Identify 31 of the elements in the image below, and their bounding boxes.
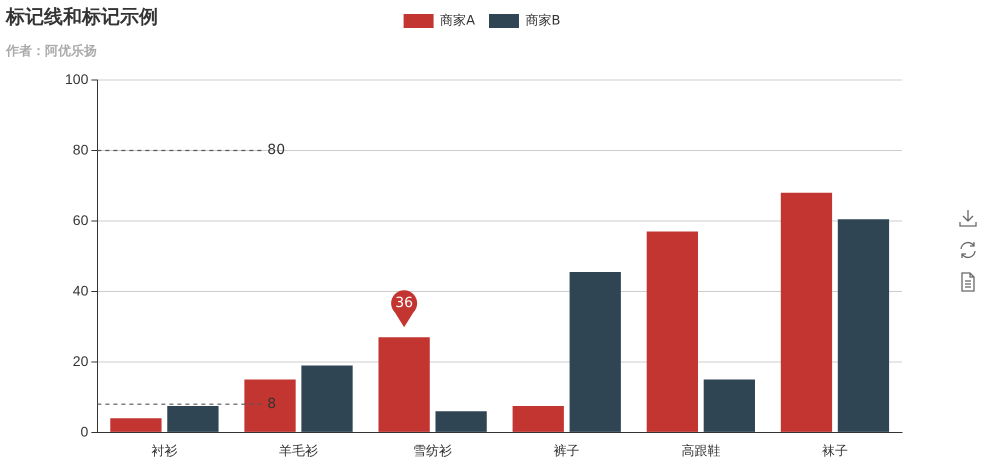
y-tick-label: 40	[72, 282, 89, 298]
legend-label: 商家B	[525, 12, 560, 28]
x-tick-label: 高跟鞋	[681, 442, 720, 458]
y-tick-label: 0	[80, 423, 89, 440]
annotation: 36	[395, 294, 414, 311]
bar	[780, 192, 832, 432]
x-tick-label: 衬衫	[151, 442, 178, 458]
bar	[110, 418, 162, 432]
legend-label: 商家A	[440, 12, 476, 28]
x-tick-label: 羊毛衫	[279, 442, 318, 458]
bar	[301, 365, 353, 432]
y-tick-label: 80	[72, 141, 89, 158]
y-tick-label: 20	[72, 352, 89, 369]
x-tick-label: 裤子	[554, 442, 580, 458]
ref-line-label: 80	[267, 142, 286, 158]
x-tick-label: 袜子	[822, 442, 848, 458]
bar	[512, 406, 564, 432]
bar	[435, 411, 487, 432]
bar	[646, 232, 698, 432]
bar	[838, 219, 890, 432]
y-tick-label: 60	[72, 212, 89, 228]
bar	[378, 337, 430, 432]
y-tick-label: 100	[65, 70, 89, 87]
bar	[244, 380, 296, 432]
bar	[570, 272, 621, 432]
x-tick-label: 雪纺衫	[413, 442, 452, 458]
bar	[704, 380, 755, 432]
bar	[167, 406, 219, 432]
chart-subtitle: 作者：阿优乐扬	[6, 42, 97, 60]
ref-line-label: 8	[267, 396, 276, 412]
chart-title: 标记线和标记示例	[6, 5, 158, 30]
